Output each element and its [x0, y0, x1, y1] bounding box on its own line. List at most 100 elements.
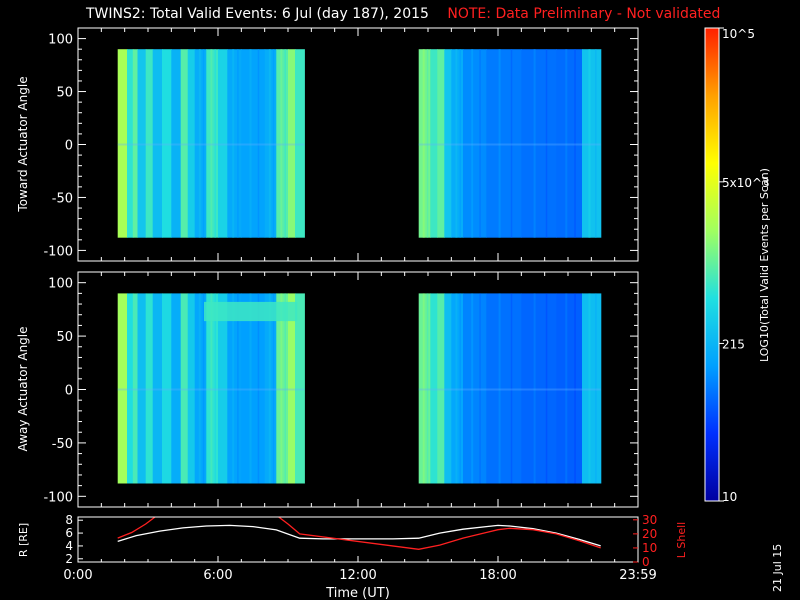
heatmap-stripe: [565, 293, 568, 484]
heatmap-column: [430, 49, 438, 238]
run-date: 21 Jul 15: [771, 543, 784, 592]
heatmap-stripe: [565, 49, 568, 238]
heatmap-stripe: [545, 49, 548, 238]
heatmap-stripe: [272, 293, 275, 484]
ytick-label: 0: [65, 384, 73, 399]
heatmap-column: [162, 293, 172, 484]
heatmap-stripe: [280, 293, 283, 484]
zero-angle-band: [117, 143, 305, 146]
heatmap-stripe: [510, 293, 513, 484]
heatmap-stripe: [426, 49, 429, 238]
heatmap-column: [145, 293, 154, 484]
right-tick-label: 10: [642, 541, 657, 555]
heatmap-cells: [117, 49, 602, 238]
heatmap-stripe: [210, 49, 213, 238]
heatmap-cells: [117, 293, 602, 484]
heatmap-column: [180, 293, 189, 484]
heatmap-stripe: [210, 293, 213, 484]
toward-heatmap-panel: -100 -50 0 50 100: [43, 27, 639, 262]
colorbar-tick-label: 5x10^3: [722, 176, 770, 190]
heatmap-stripe: [280, 49, 283, 238]
heatmap-stripe: [510, 49, 513, 238]
heatmap-stripe: [471, 293, 474, 484]
xtick-label: 23:59: [619, 568, 656, 583]
heatmap-stripe: [574, 293, 576, 484]
heatmap-column: [451, 49, 464, 238]
zero-angle-band: [418, 388, 601, 391]
heatmap-stripe: [422, 293, 425, 484]
heatmap-stripe: [574, 49, 576, 238]
heatmap-column: [521, 293, 557, 484]
zero-angle-band: [117, 388, 305, 391]
heatmap-stripe: [588, 293, 591, 484]
heatmap-column: [137, 49, 147, 238]
heatmap-stripe: [272, 49, 275, 238]
heatmap-column: [582, 49, 602, 238]
heatmap-column: [206, 49, 219, 238]
heatmap-column: [127, 293, 134, 484]
heatmap-column: [218, 293, 228, 484]
heatmap-column: [276, 49, 289, 238]
heatmap-stripe: [268, 293, 271, 484]
heatmap-column: [430, 293, 438, 484]
heatmap-stripe: [284, 49, 286, 238]
heatmap-column: [486, 49, 522, 238]
left-tick-label: 2: [65, 552, 73, 566]
ephemeris-right-label: L Shell: [675, 522, 688, 558]
colorbar-frame: [704, 27, 720, 502]
time-axis-label: Time (UT): [325, 586, 390, 600]
xtick-label: 0:00: [63, 568, 92, 583]
heatmap-column: [171, 293, 182, 484]
heatmap-stripe: [232, 293, 235, 484]
heatmap-column: [444, 49, 452, 238]
heatmap-stripe: [588, 49, 591, 238]
heatmap-column: [288, 49, 296, 238]
heatmap-column: [295, 293, 305, 484]
heatmap-stripe: [422, 49, 425, 238]
colorbar-gradient: [705, 28, 719, 501]
away-heatmap-panel: -100 -50 0 50 100: [43, 271, 639, 508]
zero-angle-band: [418, 143, 601, 146]
heatmap-column: [556, 293, 583, 484]
colorbar-tick-label: 215: [722, 337, 745, 351]
right-tick-label: 0: [642, 555, 650, 569]
heatmap-stripe: [479, 49, 481, 238]
heatmap-column: [227, 293, 242, 484]
heatmap-column: [486, 293, 522, 484]
ytick-label: 100: [48, 277, 73, 292]
ytick-label: 0: [65, 139, 73, 154]
heatmap-stripe: [249, 49, 252, 238]
xtick-label: 18:00: [479, 568, 516, 583]
heatmap-column: [206, 293, 219, 484]
heatmap-stripe: [202, 293, 205, 484]
heatmap-column: [463, 49, 487, 238]
heatmap-column: [463, 293, 487, 484]
heatmap-column: [264, 49, 277, 238]
heatmap-stripe: [455, 293, 458, 484]
heatmap-stripe: [595, 49, 597, 238]
heatmap-stripe: [284, 293, 286, 484]
ytick-label: -50: [52, 437, 73, 452]
heatmap-stripe: [214, 49, 216, 238]
heatmap-stripe: [595, 293, 597, 484]
heatmap-column: [132, 293, 139, 484]
colorbar-tick-label: 10: [722, 490, 737, 504]
xtick-label: 12:00: [339, 568, 376, 583]
heatmap-column: [437, 293, 445, 484]
heatmap-column: [418, 293, 431, 484]
heatmap-column: [117, 293, 128, 484]
preliminary-note: NOTE: Data Preliminary - Not validated: [447, 6, 721, 22]
away-ylabel: Away Actuator Angle: [16, 326, 30, 451]
colorbar: 10 215 5x10^3 10^5: [704, 27, 770, 504]
heatmap-column: [418, 49, 431, 238]
ytick-label: 100: [48, 33, 73, 48]
ephemeris-lines: [117, 517, 601, 550]
ytick-label: 50: [56, 86, 73, 101]
heatmap-stripe: [498, 293, 501, 484]
right-tick-label: 30: [642, 513, 657, 527]
ytick-label: 50: [56, 330, 73, 345]
heatmap-column: [152, 49, 163, 238]
heatmap-stripe: [257, 293, 260, 484]
